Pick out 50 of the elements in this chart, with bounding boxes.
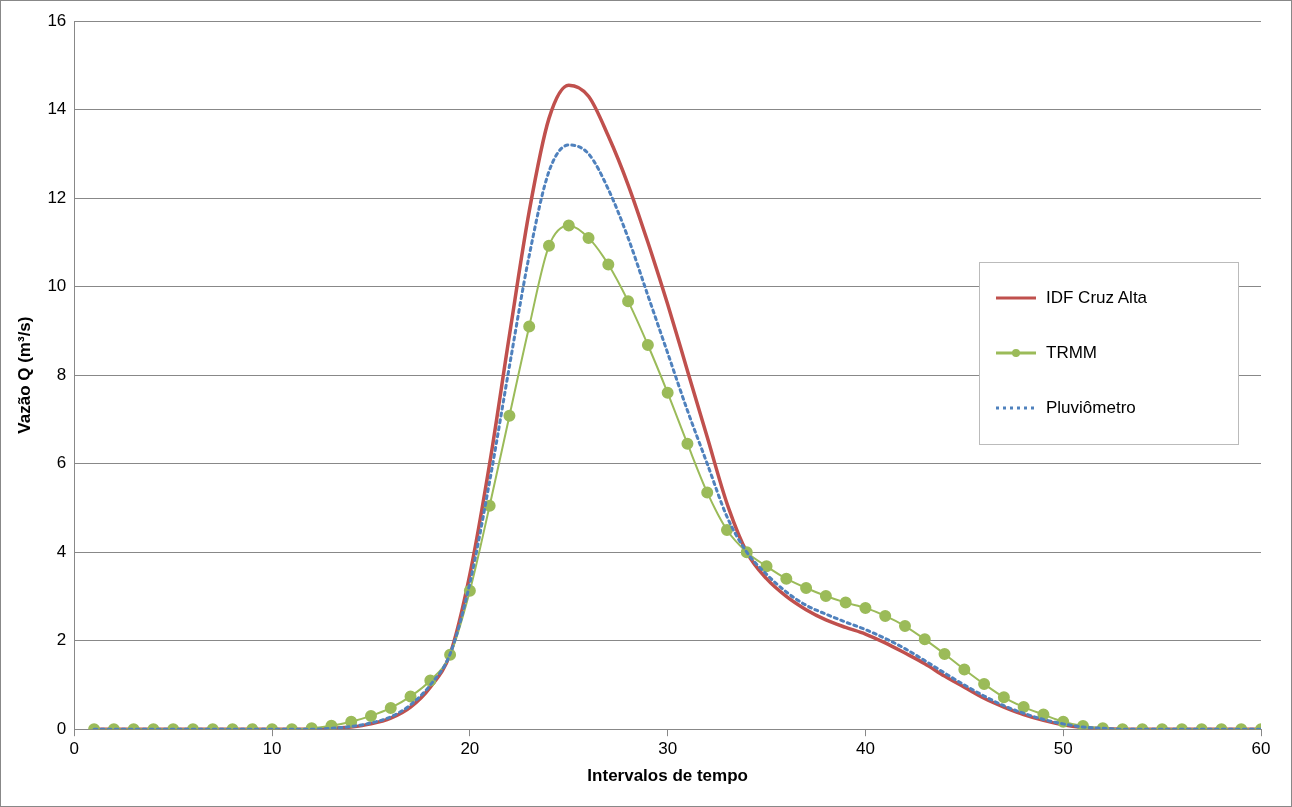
point [582,231,595,244]
point [800,582,813,594]
point [938,647,951,660]
point [819,589,832,602]
y-tick-label: 10 [47,276,67,296]
point [997,691,1010,704]
point [1017,701,1030,714]
legend-label: IDF Cruz Alta [1046,288,1148,309]
point [641,339,654,351]
x-tick-label: 20 [460,739,480,759]
point [839,596,852,609]
point [562,219,575,232]
point [661,386,674,399]
y-tick-label: 16 [47,10,67,30]
y-tick-label: 2 [56,630,67,650]
point [681,437,694,450]
point [384,701,397,714]
point [978,678,991,691]
point [622,295,635,308]
legend-label: Pluviômetro [1046,398,1136,419]
point [918,633,931,646]
x-tick-label: 40 [855,739,875,759]
point [760,560,773,573]
point [859,601,872,614]
x-tick-label: 0 [69,739,80,759]
point [404,690,417,703]
point [701,486,714,499]
point [364,709,377,722]
x-tick-label: 60 [1251,739,1271,759]
legend-label: TRMM [1046,343,1097,364]
point [602,258,615,271]
y-tick-label: 6 [56,453,67,473]
point [958,663,971,676]
point [720,524,733,537]
point [503,409,516,422]
y-tick-label: 0 [56,718,67,738]
y-axis-title: Vazão Q (m³/s) [14,316,34,434]
point [523,320,536,333]
y-tick-label: 4 [56,541,67,561]
y-tick-label: 14 [47,99,67,119]
y-tick-label: 12 [47,187,67,207]
point [542,239,555,252]
x-axis-title: Intervalos de tempo [587,766,748,786]
x-tick-label: 50 [1053,739,1073,759]
point [780,572,793,585]
x-tick-label: 30 [658,739,678,759]
x-tick-label: 10 [262,739,282,759]
y-tick-label: 8 [56,364,67,384]
point [898,620,911,633]
point [879,609,892,622]
